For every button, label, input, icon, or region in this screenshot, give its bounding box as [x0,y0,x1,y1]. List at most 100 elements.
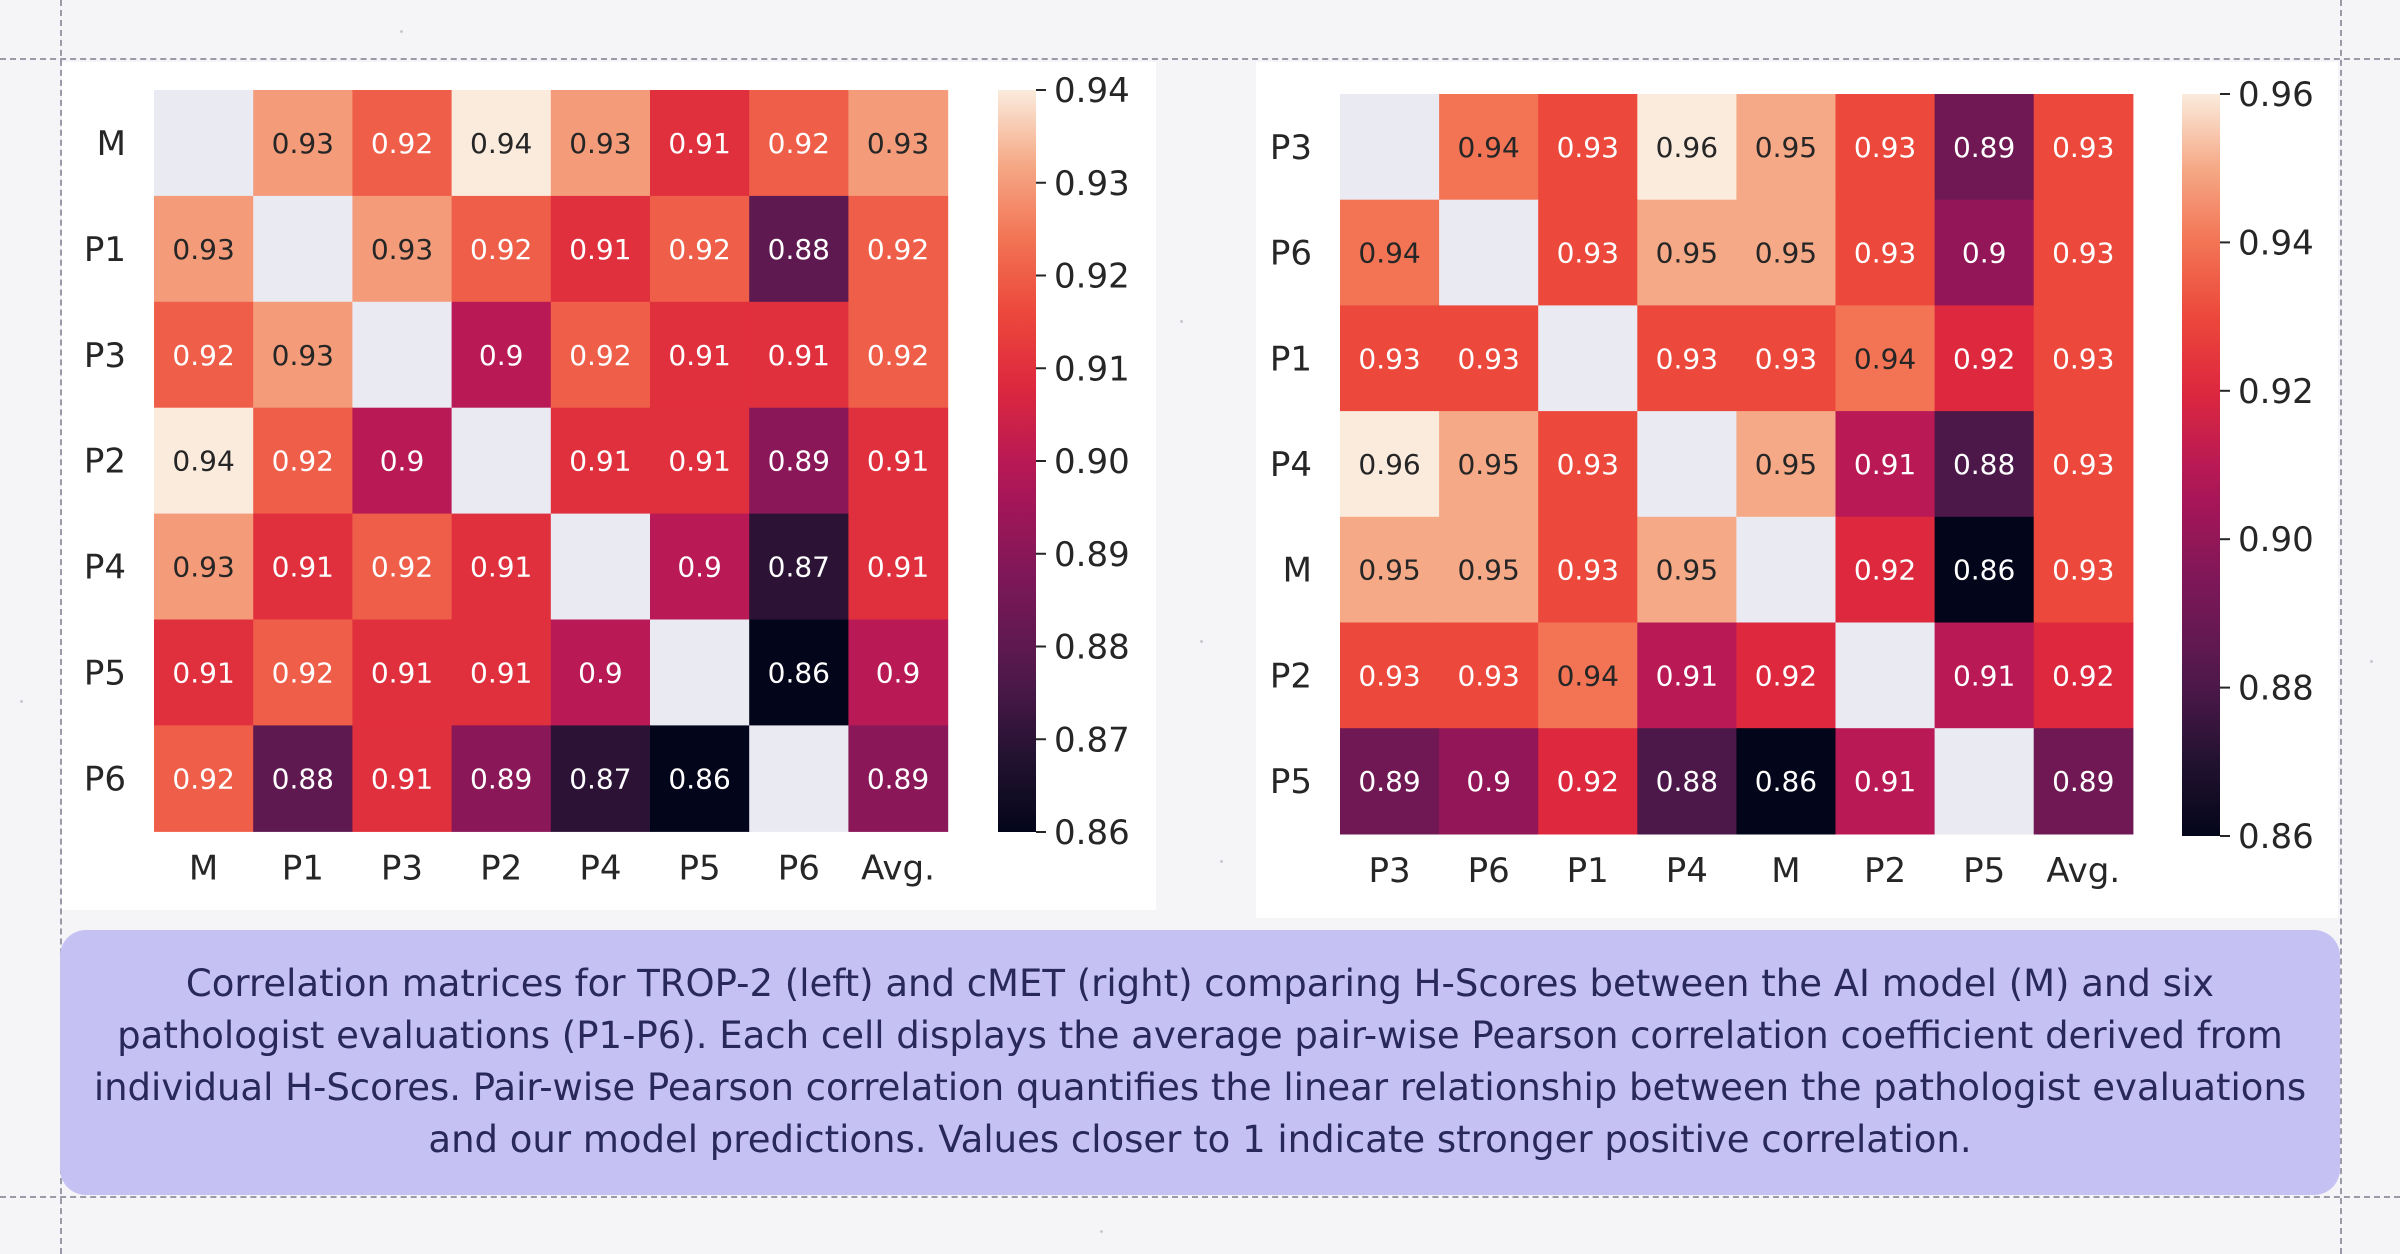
cell-value-label: 0.9 [1466,765,1511,798]
cell-value-label: 0.92 [867,339,929,372]
cell-value-label: 0.92 [371,127,433,160]
heatmap-cell [1736,728,1837,835]
heatmap-cell [1736,199,1837,306]
row-label: P1 [1270,339,1312,379]
cell-value-label: 0.93 [2052,342,2114,375]
cell-value-label: 0.96 [1656,131,1718,164]
cell-value-label: 0.93 [1557,237,1619,270]
heatmap-cell [1736,411,1837,518]
cell-value-label: 0.94 [1557,659,1619,692]
cell-value-label: 0.95 [1656,554,1718,587]
speckle [1220,860,1223,863]
heatmap-cell [2033,516,2134,624]
figure-caption-box: Correlation matrices for TROP-2 (left) a… [60,930,2340,1195]
heatmap-cell [352,513,453,621]
heatmap-cell [253,619,353,726]
heatmap-cell [550,725,651,832]
heatmap-cell [1835,305,1936,412]
heatmap-cell [1934,199,2035,306]
heatmap-cell [550,301,651,409]
cmet-heatmap-panel: 0.94 0.93 0.96 0.95 0.93 0.89 0.93 0.94 0.93 0.95… [1256,62,2338,918]
heatmap-cell [352,301,453,409]
heatmap-cell [253,725,353,832]
cell-value-label: 0.9 [677,551,722,584]
cell-value-label: 0.92 [569,339,631,372]
guide-line-right [2340,0,2342,1254]
heatmap-cell [650,513,750,621]
cell-value-label: 0.88 [272,762,334,795]
row-label: P1 [84,230,126,270]
cell-value-label: 0.92 [172,762,234,795]
speckle [2370,660,2373,663]
cell-value-label: 0.93 [1457,659,1519,692]
colorbar [998,90,1036,832]
row-label: P6 [84,759,126,799]
cell-value-label: 0.94 [1358,237,1420,270]
heatmap-cell [1637,305,1737,412]
heatmap-cell [550,90,651,197]
cell-value-label: 0.89 [1953,131,2015,164]
cell-value-label: 0.93 [272,339,334,372]
column-label: P5 [1963,851,2005,891]
row-label: M [97,124,126,164]
heatmap-cell [253,195,353,303]
heatmap-cell [1439,622,1539,729]
heatmap-cell [253,301,353,409]
colorbar-tick-label: 0.93 [1054,164,1130,204]
cell-value-label: 0.95 [1457,448,1519,481]
cell-value-label: 0.88 [1656,765,1718,798]
cell-value-label: 0.87 [768,551,830,584]
heatmap-cell [1637,728,1737,835]
heatmap-cell [1439,516,1539,624]
column-label: P6 [1468,851,1510,891]
column-label: P4 [579,848,621,888]
heatmap-cell [1538,94,1638,201]
cell-value-label: 0.93 [2052,448,2114,481]
heatmap-cell [1637,199,1737,306]
colorbar-tick-label: 0.87 [1054,720,1130,760]
colorbar-tick-label: 0.94 [1054,71,1130,111]
heatmap-cell [550,195,651,303]
cell-value-label: 0.93 [1358,659,1420,692]
cell-value-label: 0.95 [1656,237,1718,270]
heatmap-cell [1340,516,1440,624]
heatmap-cell [749,195,849,303]
colorbar-tick-label: 0.88 [1054,628,1130,668]
cell-value-label: 0.93 [1854,131,1916,164]
cell-value-label: 0.92 [371,551,433,584]
heatmap-cell [1934,305,2035,412]
cell-value-label: 0.91 [668,127,730,160]
trop2-heatmap: 0.93 0.92 0.94 0.93 0.91 0.92 0.93 0.93 0.93 0.92… [84,71,1130,888]
heatmap-cell [1340,305,1440,412]
heatmap-cell [451,725,552,832]
cell-value-label: 0.91 [867,551,929,584]
column-label: P3 [1368,851,1410,891]
cell-value-label: 0.9 [578,656,623,689]
heatmap-cell [749,407,849,515]
heatmap-cell [1934,411,2035,518]
heatmap-cell [2033,94,2134,201]
column-label: P5 [679,848,721,888]
cell-value-label: 0.91 [470,551,532,584]
cell-value-label: 0.93 [172,233,234,266]
cell-value-label: 0.91 [668,339,730,372]
cell-value-label: 0.91 [371,656,433,689]
speckle [20,700,23,703]
cell-value-label: 0.93 [1358,342,1420,375]
heatmap-cell [848,301,949,409]
cell-value-label: 0.91 [569,233,631,266]
column-label: M [1771,851,1800,891]
colorbar-tick-label: 0.86 [1054,813,1130,853]
heatmap-cell [2033,411,2134,518]
heatmap-cell [848,513,949,621]
heatmap-cell [848,619,949,726]
heatmap-cell [1835,622,1936,729]
cell-value-label: 0.92 [470,233,532,266]
colorbar-tick-label: 0.90 [2238,520,2314,560]
heatmap-cell [1835,411,1936,518]
column-label: P2 [1864,851,1906,891]
guide-line-top [0,58,2400,60]
cell-value-label: 0.93 [2052,131,2114,164]
cell-value-label: 0.92 [768,127,830,160]
heatmap-cell [1637,411,1737,518]
